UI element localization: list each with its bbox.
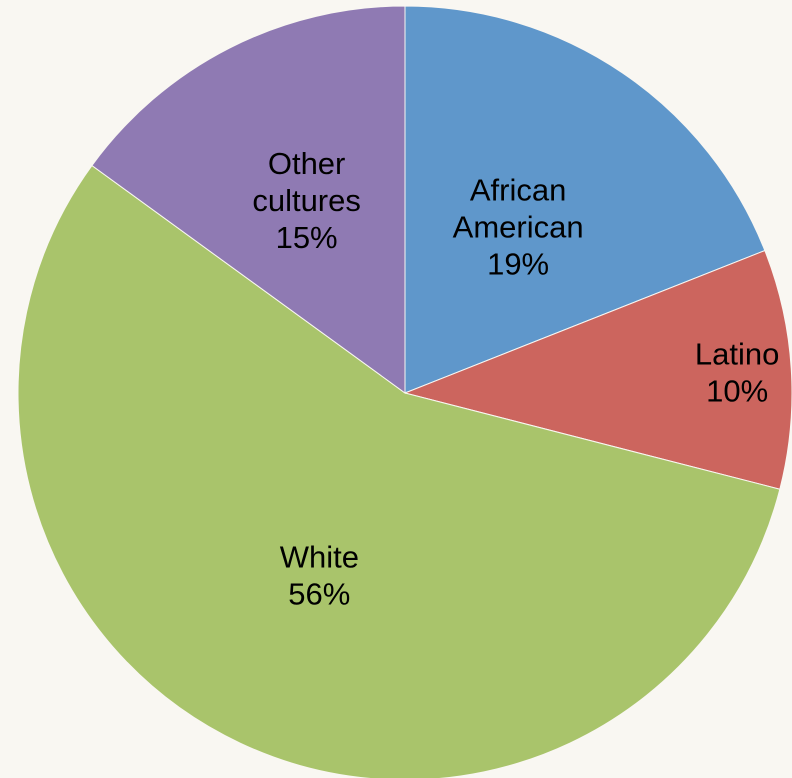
slice-name-label: cultures — [252, 183, 361, 218]
slice-label-latino: Latino 10% — [695, 337, 779, 409]
pie-slice-other-cultures — [91, 5, 406, 394]
slice-label-white: White 56% — [280, 540, 359, 612]
labels-layer: African American 19% Latino 10% White 56% Other… — [252, 146, 779, 612]
slice-label-african-american: African American 19% — [453, 173, 584, 282]
slice-label-other-cultures: Other cultures 15% — [252, 146, 361, 255]
slice-name-label: African — [470, 173, 566, 208]
slice-name-label: American — [453, 210, 584, 245]
pie-slice-african-american — [404, 5, 766, 394]
slice-percent-label: 56% — [288, 577, 350, 612]
slice-name-label: White — [280, 540, 359, 575]
slice-percent-label: 15% — [276, 220, 338, 255]
slice-percent-label: 10% — [706, 374, 768, 409]
pie-slice-latino — [403, 249, 792, 490]
slice-name-label: Other — [268, 146, 346, 181]
slice-percent-label: 19% — [487, 247, 549, 282]
slice-name-label: Latino — [695, 337, 779, 372]
pie-slice-white — [17, 164, 781, 778]
slices-layer — [17, 5, 792, 778]
